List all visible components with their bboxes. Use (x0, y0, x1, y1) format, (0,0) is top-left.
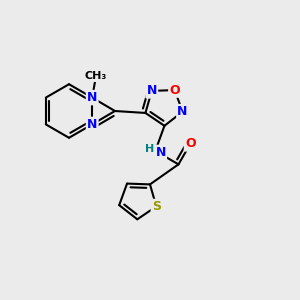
Text: H: H (145, 145, 154, 154)
Text: N: N (147, 84, 157, 98)
Text: N: N (87, 118, 98, 131)
Text: N: N (87, 91, 98, 104)
Text: S: S (152, 200, 161, 213)
Text: O: O (169, 84, 180, 97)
Text: N: N (177, 105, 188, 118)
Text: O: O (185, 137, 196, 150)
Text: CH₃: CH₃ (85, 71, 107, 81)
Text: N: N (155, 146, 166, 159)
